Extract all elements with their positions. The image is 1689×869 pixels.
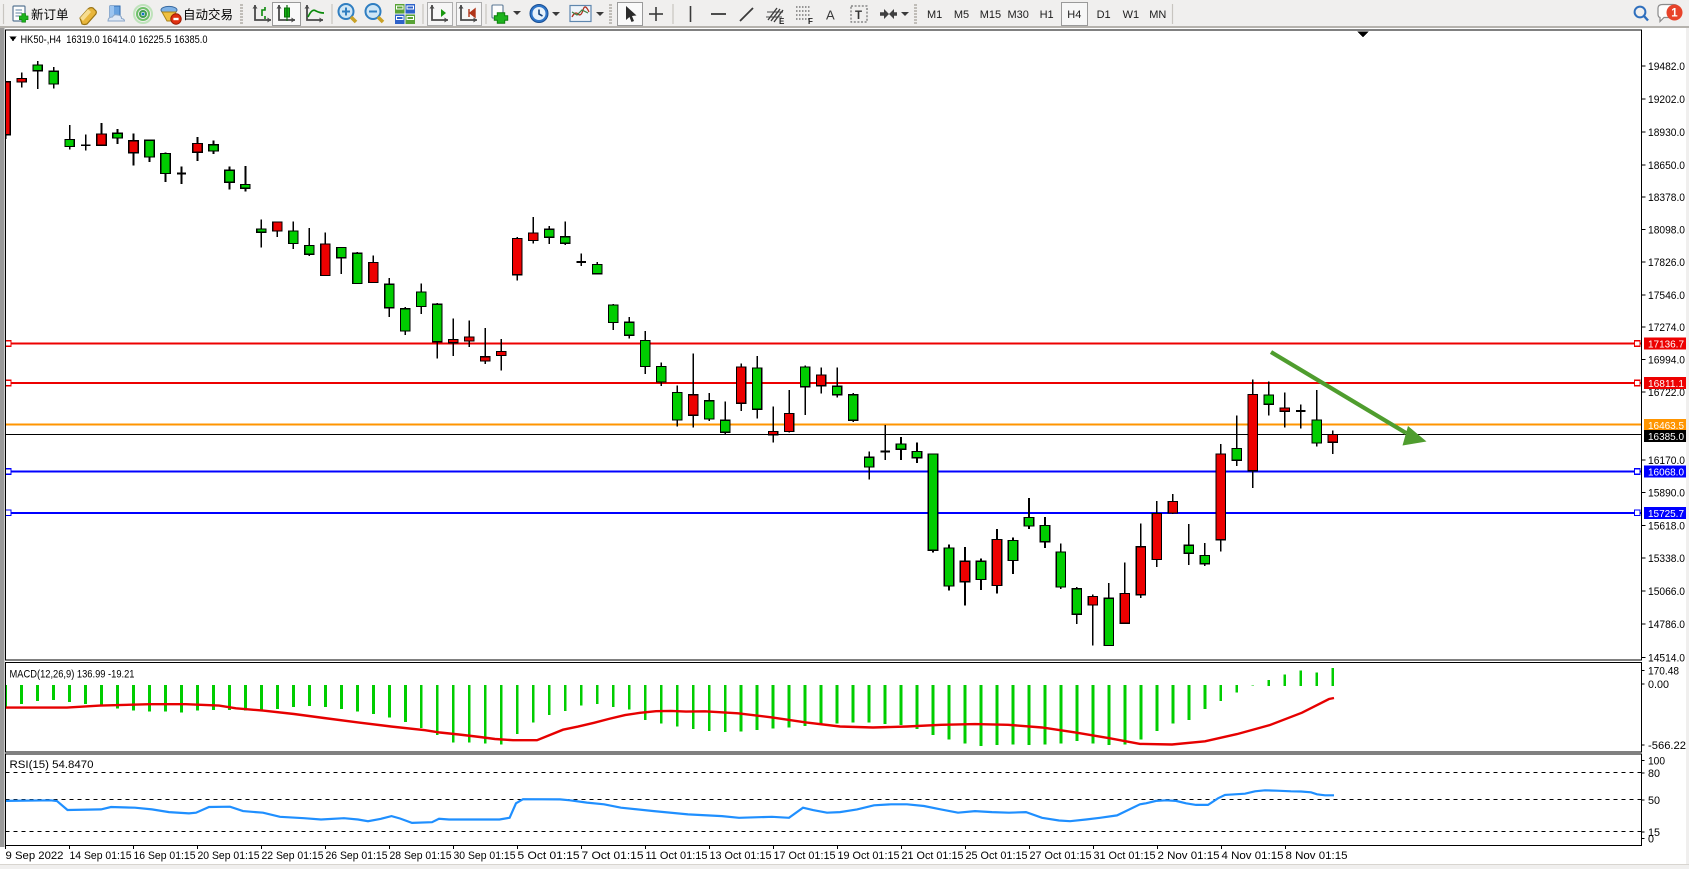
svg-text:2 Nov 01:15: 2 Nov 01:15	[1158, 850, 1220, 862]
svg-text:18650.0: 18650.0	[1648, 160, 1685, 172]
svg-text:14514.0: 14514.0	[1648, 653, 1685, 665]
svg-text:18378.0: 18378.0	[1648, 192, 1685, 204]
svg-text:26 Sep 01:15: 26 Sep 01:15	[326, 850, 388, 862]
svg-text:15066.0: 15066.0	[1648, 586, 1685, 598]
svg-text:16385.0: 16385.0	[1648, 431, 1684, 443]
svg-text:19482.0: 19482.0	[1648, 61, 1685, 73]
svg-text:17546.0: 17546.0	[1648, 290, 1685, 302]
svg-text:16463.5: 16463.5	[1648, 420, 1684, 432]
svg-text:M1: M1	[927, 9, 942, 21]
svg-text:19202.0: 19202.0	[1648, 94, 1685, 106]
svg-text:22 Sep 01:15: 22 Sep 01:15	[262, 850, 324, 862]
svg-text:15725.7: 15725.7	[1648, 508, 1684, 520]
svg-text:D1: D1	[1097, 9, 1111, 21]
svg-text:21 Oct 01:15: 21 Oct 01:15	[902, 850, 964, 862]
svg-text:17136.7: 17136.7	[1648, 339, 1684, 351]
svg-text:A: A	[826, 8, 835, 23]
svg-text:5 Oct 01:15: 5 Oct 01:15	[518, 850, 580, 862]
svg-text:16170.0: 16170.0	[1648, 455, 1685, 467]
svg-text:16068.0: 16068.0	[1648, 467, 1684, 479]
svg-text:14786.0: 14786.0	[1648, 619, 1685, 631]
svg-text:18930.0: 18930.0	[1648, 127, 1685, 139]
svg-text:4 Nov 01:15: 4 Nov 01:15	[1222, 850, 1284, 862]
svg-text:80: 80	[1648, 768, 1660, 780]
svg-text:MN: MN	[1149, 9, 1166, 21]
svg-text:W1: W1	[1123, 9, 1140, 21]
svg-text:16722.0: 16722.0	[1648, 387, 1685, 399]
svg-text:新订单: 新订单	[31, 7, 69, 22]
svg-text:-566.22: -566.22	[1648, 740, 1686, 752]
svg-text:F: F	[808, 17, 813, 26]
svg-text:MACD(12,26,9) 136.99 -19.21: MACD(12,26,9) 136.99 -19.21	[10, 669, 135, 681]
svg-text:17 Oct 01:15: 17 Oct 01:15	[774, 850, 836, 862]
svg-text:9 Sep 2022: 9 Sep 2022	[6, 850, 64, 862]
svg-text:50: 50	[1648, 795, 1660, 807]
svg-text:14 Sep 01:15: 14 Sep 01:15	[70, 850, 132, 862]
svg-text:H4: H4	[1067, 9, 1081, 21]
svg-text:M5: M5	[954, 9, 969, 21]
svg-text:M30: M30	[1007, 9, 1028, 21]
svg-text:0: 0	[1648, 833, 1654, 845]
svg-text:27 Oct 01:15: 27 Oct 01:15	[1030, 850, 1092, 862]
svg-text:28 Sep 01:15: 28 Sep 01:15	[390, 850, 452, 862]
svg-text:8 Nov 01:15: 8 Nov 01:15	[1286, 850, 1348, 862]
svg-text:13 Oct 01:15: 13 Oct 01:15	[710, 850, 772, 862]
svg-text:20 Sep 01:15: 20 Sep 01:15	[198, 850, 260, 862]
svg-text:30 Sep 01:15: 30 Sep 01:15	[454, 850, 516, 862]
svg-text:17826.0: 17826.0	[1648, 257, 1685, 269]
svg-text:0.00: 0.00	[1648, 679, 1669, 691]
svg-text:16811.1: 16811.1	[1648, 378, 1684, 390]
svg-text:16994.0: 16994.0	[1648, 355, 1685, 367]
svg-text:31 Oct 01:15: 31 Oct 01:15	[1094, 850, 1156, 862]
svg-text:M15: M15	[980, 9, 1001, 21]
svg-text:17274.0: 17274.0	[1648, 322, 1685, 334]
svg-text:T: T	[855, 10, 862, 22]
svg-text:25 Oct 01:15: 25 Oct 01:15	[966, 850, 1028, 862]
svg-text:100: 100	[1648, 756, 1665, 768]
svg-text:15: 15	[1648, 827, 1660, 839]
svg-text:19 Oct 01:15: 19 Oct 01:15	[838, 850, 900, 862]
svg-text:15338.0: 15338.0	[1648, 553, 1685, 565]
svg-text:RSI(15) 54.8470: RSI(15) 54.8470	[10, 759, 94, 771]
svg-text:H1: H1	[1040, 9, 1054, 21]
svg-text:15618.0: 15618.0	[1648, 521, 1685, 533]
svg-text:11 Oct 01:15: 11 Oct 01:15	[646, 850, 708, 862]
svg-text:E: E	[779, 17, 785, 26]
svg-text:1: 1	[1671, 8, 1678, 20]
svg-text:18098.0: 18098.0	[1648, 225, 1685, 237]
svg-text:7 Oct 01:15: 7 Oct 01:15	[582, 850, 644, 862]
svg-text:15890.0: 15890.0	[1648, 488, 1685, 500]
svg-text:16 Sep 01:15: 16 Sep 01:15	[134, 850, 196, 862]
svg-text:170.48: 170.48	[1648, 666, 1679, 678]
svg-text:HK50-,H4 16319.0 16414.0 1622: HK50-,H4 16319.0 16414.0 16225.5 16385.0	[21, 34, 208, 46]
svg-text:自动交易: 自动交易	[183, 7, 233, 22]
